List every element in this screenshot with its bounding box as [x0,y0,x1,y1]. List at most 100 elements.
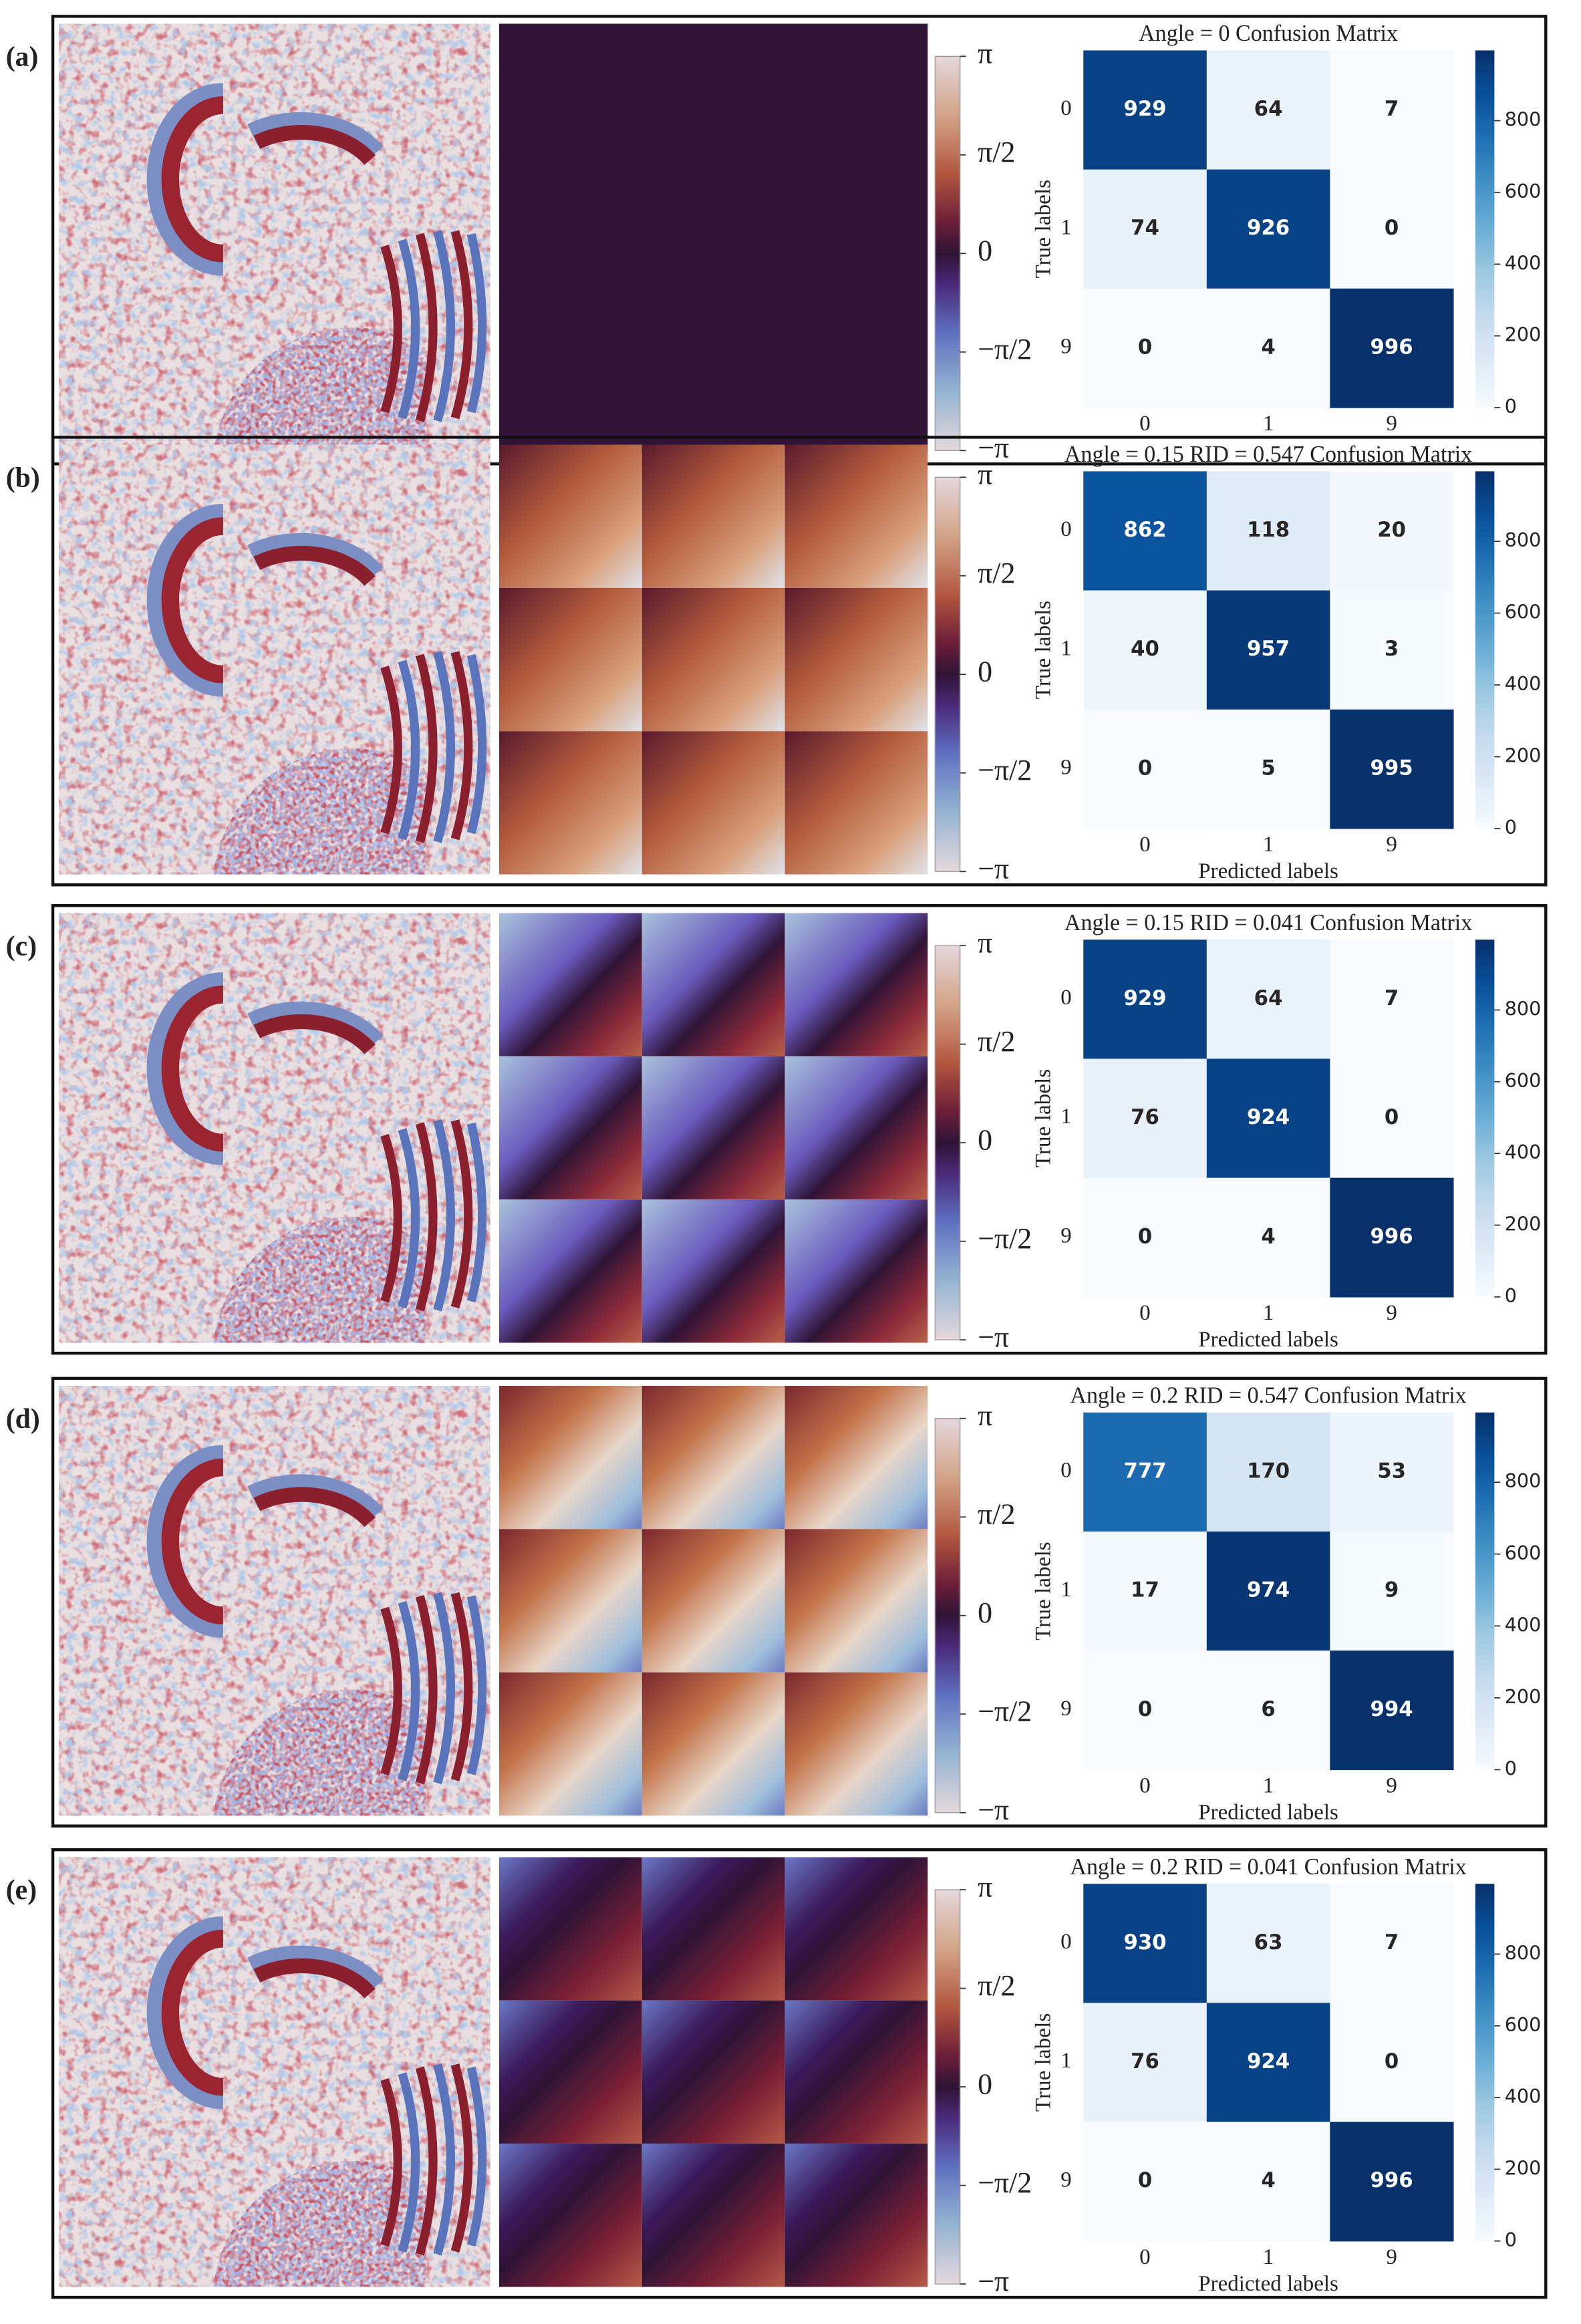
heatmap-cell [1206,169,1330,289]
x-tick-label: 0 [1139,411,1150,436]
cell-label: 9 [1385,1578,1399,1602]
heatmap-cell [1083,2122,1207,2242]
heatmap-cell [1206,288,1330,408]
phase-tick-label: π/2 [978,136,1015,168]
colorbar-tick-label: 0 [1505,395,1517,418]
colorbar-tick-label: 0 [1505,1284,1517,1307]
heatmap-cell [1083,1412,1207,1532]
heatmap-cell [1083,1884,1207,2004]
colorbar [1475,1884,1495,2241]
y-tick-label: 0 [1060,1929,1071,1954]
field-image [59,1386,490,1815]
heatmap-cell [1330,50,1454,170]
colorbar-tick-label: 400 [1505,1141,1542,1163]
y-axis-label: True labels [1031,601,1056,700]
colorbar-tick-label: 600 [1505,1542,1542,1564]
heatmap-cell [1083,50,1207,170]
x-tick-label: 0 [1139,1300,1150,1325]
heatmap-cell [1206,2122,1330,2242]
phase-tick-label: −π/2 [978,754,1032,786]
cell-label: 957 [1247,637,1290,661]
x-tick-label: 1 [1263,2244,1274,2269]
y-tick-label: 0 [1060,96,1071,120]
heatmap-cell [1330,1058,1454,1179]
phase-colorbar [934,945,961,1340]
colorbar-tick-label: 200 [1505,323,1542,346]
y-tick-label: 9 [1060,1223,1071,1248]
cell-label: 0 [1138,1697,1152,1721]
cell-label: 924 [1247,1105,1290,1129]
heatmap-cell [1206,50,1330,170]
colorbar-tick-label: 800 [1505,108,1542,131]
cell-label: 0 [1385,216,1399,240]
phase-mask [498,1857,928,2287]
heatmap-cell [1206,2003,1330,2123]
heatmap-cell [1083,590,1207,710]
heatmap-cell [1206,590,1330,710]
cell-label: 76 [1131,2049,1159,2073]
heatmap-cell [1206,471,1330,591]
phase-colorbar [934,1889,961,2285]
cell-label: 930 [1123,1930,1166,1954]
cell-label: 4 [1261,1224,1275,1248]
colorbar-tick-label: 200 [1505,1685,1542,1708]
x-tick-label: 1 [1263,832,1274,857]
panel-frame [51,436,1548,887]
colorbar [1475,1412,1495,1770]
x-axis-label: Predicted labels [1198,2271,1338,2296]
heatmap-cell [1330,590,1454,710]
colorbar-tick-label: 200 [1505,744,1542,766]
panel-label: (e) [6,1875,37,1906]
x-axis-label: Predicted labels [1198,1327,1338,1352]
heatmap-cell [1206,1177,1330,1298]
phase-tick-label: −π [978,852,1009,885]
phase-mask [498,913,928,1343]
cell-label: 0 [1138,1224,1152,1248]
phase-tick-label: −π/2 [978,1222,1032,1255]
chart-title: Angle = 0.2 RID = 0.041 Confusion Matrix [1070,1855,1466,1880]
cell-label: 995 [1371,756,1413,780]
phase-mask [498,1385,928,1816]
chart-title: Angle = 0 Confusion Matrix [1139,21,1398,46]
cell-label: 996 [1371,335,1413,359]
heatmap-cell [1206,1884,1330,2004]
heatmap-cell [1206,1058,1330,1179]
phase-tick-label: π [978,37,992,69]
x-tick-label: 0 [1139,1773,1150,1798]
phase-colorbar [934,476,961,872]
phase-tick-label: π/2 [978,1497,1015,1530]
cell-label: 3 [1385,637,1399,661]
heatmap-cell [1330,2003,1454,2123]
colorbar-tick-label: 600 [1505,1069,1542,1092]
cell-label: 929 [1123,97,1166,121]
x-tick-label: 9 [1386,2244,1397,2269]
y-tick-label: 1 [1060,1104,1071,1129]
cell-label: 4 [1261,2168,1275,2192]
heatmap-cell [1330,471,1454,591]
phase-mask [498,23,928,454]
phase-tick-label: −π [978,2265,1009,2297]
colorbar-tick-label: 800 [1505,1941,1542,1964]
heatmap-cell [1083,169,1207,289]
cell-label: 0 [1138,756,1152,780]
phase-tick-label: π/2 [978,1969,1015,2002]
heatmap-cell [1330,1650,1454,1771]
heatmap-cell [1330,939,1454,1060]
y-tick-label: 9 [1060,754,1071,779]
colorbar-tick-label: 400 [1505,672,1542,695]
chart-title: Angle = 0.15 RID = 0.547 Confusion Matri… [1064,442,1472,467]
phase-tick-label: π/2 [978,1025,1015,1058]
y-axis-label: True labels [1031,1069,1056,1168]
heatmap-cell [1206,1650,1330,1771]
colorbar [1475,939,1495,1297]
y-tick-label: 0 [1060,1457,1071,1482]
phase-tick-label: 0 [978,2067,992,2100]
heatmap-cell [1083,471,1207,591]
colorbar-tick-label: 400 [1505,251,1542,274]
y-tick-label: 1 [1060,2048,1071,2073]
heatmap-cell [1083,1058,1207,1179]
x-tick-label: 9 [1386,1300,1397,1325]
heatmap-cell [1330,169,1454,289]
panel-frame [51,1848,1548,2299]
